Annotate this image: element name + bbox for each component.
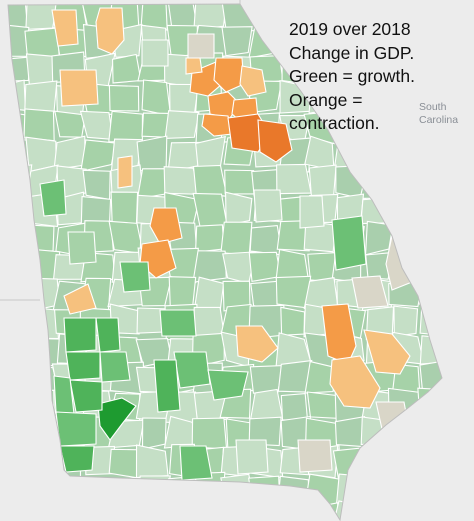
legend-line-contraction: contraction. — [289, 113, 380, 133]
county-c-1 — [149, 207, 183, 245]
county-background — [82, 169, 111, 201]
county-ne-1 — [95, 7, 125, 55]
county-background — [248, 416, 282, 447]
county-sw-6 — [69, 379, 103, 413]
county-background — [304, 360, 336, 394]
county-se-5 — [351, 275, 389, 309]
county-n-5 — [141, 39, 169, 67]
county-ne-7 — [201, 113, 233, 137]
county-background — [224, 191, 253, 226]
county-sw-4 — [65, 351, 101, 381]
county-c-4 — [159, 309, 197, 337]
county-background — [193, 276, 225, 311]
county-e-3 — [299, 195, 325, 229]
county-se-2 — [329, 355, 381, 409]
county-nw-1 — [39, 179, 67, 217]
county-w-2 — [119, 261, 151, 293]
county-background — [80, 139, 117, 173]
georgia-state-outline — [7, 3, 443, 521]
county-background — [280, 393, 309, 421]
county-background — [249, 224, 283, 256]
county-background — [141, 79, 172, 117]
county-background — [419, 360, 442, 397]
county-s-1 — [179, 445, 213, 481]
county-background — [393, 305, 419, 337]
state-border-lines — [0, 0, 241, 301]
county-background — [194, 224, 225, 253]
county-sw-12 — [153, 359, 181, 413]
legend-line-orange: Orange = — [289, 89, 363, 110]
county-background — [164, 110, 200, 139]
county-sw-11 — [207, 369, 249, 401]
county-ne-9 — [257, 119, 293, 163]
county-ne-10 — [59, 69, 99, 107]
county-background — [192, 250, 227, 283]
county-background — [24, 80, 58, 113]
county-background — [23, 108, 55, 142]
county-background — [280, 306, 306, 336]
county-background — [220, 221, 253, 256]
south-carolina-label: South Carolina — [419, 101, 458, 127]
county-ne-5 — [239, 65, 267, 97]
county-n-2 — [117, 155, 133, 189]
county-ne-3 — [213, 57, 245, 93]
county-background — [193, 4, 228, 31]
south-carolina-label-line2: Carolina — [419, 114, 459, 126]
county-w-3 — [67, 231, 97, 265]
county-sw-3 — [63, 317, 97, 353]
county-se-3 — [363, 329, 411, 375]
south-carolina-label-line1: South — [419, 101, 447, 113]
county-background — [108, 84, 140, 112]
county-background — [112, 53, 142, 84]
map-legend: 2019 over 2018 Change in GDP. Green = gr… — [289, 18, 415, 136]
county-background — [136, 135, 168, 172]
county-background — [191, 417, 228, 450]
county-sw-2 — [95, 317, 121, 353]
county-background — [365, 251, 394, 280]
county-s-2 — [297, 439, 333, 473]
county-sw-5 — [99, 351, 131, 383]
county-background — [224, 169, 257, 195]
county-background — [108, 110, 143, 143]
county-s-3 — [235, 439, 269, 475]
county-background — [192, 164, 228, 197]
county-background — [221, 26, 253, 57]
county-background — [306, 391, 340, 420]
county-n-4 — [187, 33, 215, 59]
county-c-5 — [253, 189, 283, 223]
county-background — [308, 164, 337, 199]
county-se-1 — [321, 303, 357, 365]
county-n-1 — [51, 9, 79, 47]
legend-line-subtitle: Change in GDP. — [289, 42, 415, 63]
county-background — [141, 417, 167, 450]
county-background — [8, 56, 32, 82]
legend-line-title: 2019 over 2018 — [289, 19, 411, 39]
county-sw-10 — [173, 351, 211, 389]
county-sw-8 — [55, 411, 97, 447]
county-c-3 — [235, 325, 279, 363]
county-n-3 — [185, 57, 203, 75]
county-sw-9 — [59, 445, 95, 473]
county-background — [303, 277, 339, 310]
county-background — [54, 110, 86, 138]
county-background — [276, 163, 312, 195]
legend-line-green: Green = growth. — [289, 66, 415, 86]
county-w-1 — [63, 283, 97, 315]
county-sw-1 — [97, 397, 137, 441]
county-background — [249, 364, 284, 394]
county-e-1 — [331, 215, 367, 271]
